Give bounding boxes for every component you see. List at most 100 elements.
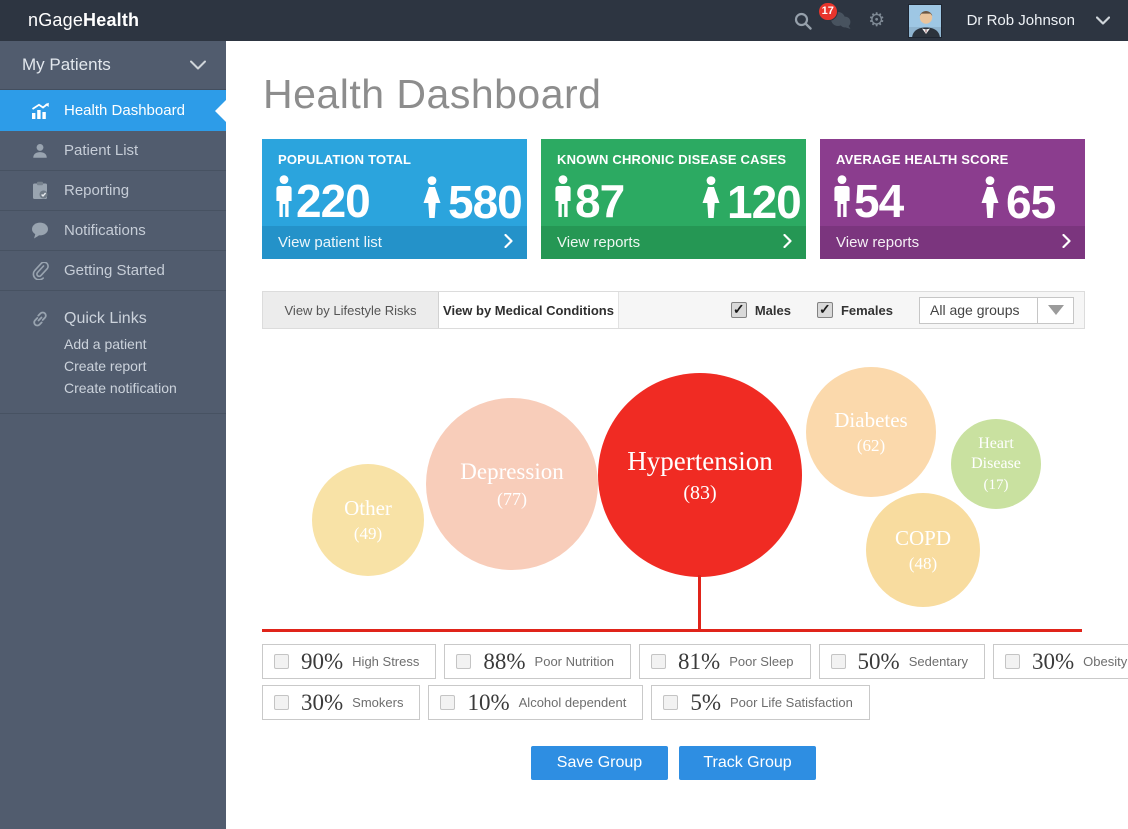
risk-checkbox[interactable] <box>651 654 667 669</box>
user-name[interactable]: Dr Rob Johnson <box>966 12 1075 29</box>
females-checkbox[interactable] <box>816 301 833 318</box>
save-group-button[interactable]: Save Group <box>531 746 668 780</box>
risk-percent: 30% <box>301 689 344 715</box>
sidebar-item-getting-started[interactable]: Getting Started <box>0 251 226 291</box>
sidebar: My Patients Health Dashboard Patient Lis… <box>0 41 226 829</box>
notifications-icon[interactable]: 17 <box>817 1 852 32</box>
dropdown-arrow-icon <box>1037 297 1073 323</box>
bubble-hypertension[interactable]: Hypertension (83) <box>598 373 802 577</box>
females-checkbox-group[interactable]: Females <box>816 301 893 318</box>
bubble-value: (62) <box>856 435 886 455</box>
risk-obesity[interactable]: 30% Obesity <box>992 644 1128 679</box>
view-patient-list-link[interactable]: View patient list <box>262 226 527 259</box>
person-icon <box>30 141 50 161</box>
risk-checkbox[interactable] <box>274 654 289 669</box>
selection-baseline <box>262 629 1082 632</box>
bubble-diabetes[interactable]: Diabetes (62) <box>806 367 936 497</box>
risk-high-stress[interactable]: 90% High Stress <box>262 644 437 679</box>
risk-label: Obesity <box>1083 654 1128 669</box>
card-link-label: View reports <box>836 234 920 251</box>
bubble-label: Diabetes <box>834 407 908 432</box>
sidebar-item-patient-list[interactable]: Patient List <box>0 131 226 171</box>
view-reports-link[interactable]: View reports <box>820 226 1085 259</box>
risk-checkbox[interactable] <box>663 695 679 710</box>
quick-link-create-report[interactable]: Create report <box>64 358 147 374</box>
sidebar-item-label: Patient List <box>64 142 139 159</box>
males-checkbox[interactable] <box>730 301 747 318</box>
risk-checkbox[interactable] <box>440 695 456 710</box>
chevron-down-icon[interactable] <box>1095 12 1111 30</box>
risk-checkbox[interactable] <box>456 654 472 669</box>
tab-lifestyle-risks[interactable]: View by Lifestyle Risks <box>263 292 439 328</box>
risk-poor-life-satisfaction[interactable]: 5% Poor Life Satisfaction <box>651 685 870 720</box>
risk-label: Sedentary <box>908 654 968 669</box>
risk-checkbox[interactable] <box>274 695 289 710</box>
chevron-right-icon <box>504 233 513 252</box>
quick-links-section: Quick Links Add a patient Create report … <box>0 291 226 414</box>
page-title: Health Dashboard <box>263 71 602 117</box>
risk-percent: 10% <box>467 689 510 715</box>
quick-links-title: Quick Links <box>64 310 147 327</box>
risk-smokers[interactable]: 30% Smokers <box>262 685 421 720</box>
quick-link-add-patient[interactable]: Add a patient <box>64 336 147 352</box>
bubble-other[interactable]: Other (49) <box>312 464 424 576</box>
bubble-value: (48) <box>908 553 938 573</box>
card-population-total: POPULATION TOTAL 220 580 View patient li… <box>262 139 527 259</box>
risk-alcohol-dependent[interactable]: 10% Alcohol dependent <box>428 685 644 720</box>
risk-label: High Stress <box>352 654 420 669</box>
sidebar-item-quick-links[interactable]: Quick Links <box>0 305 226 333</box>
card-link-label: View patient list <box>278 234 382 251</box>
risk-factors: 90% High Stress 88% Poor Nutrition 81% P… <box>262 644 1128 720</box>
top-bar: nGageHealth 17 ⚙ Dr Rob Johnson <box>0 0 1128 41</box>
sidebar-item-reporting[interactable]: Reporting <box>0 171 226 211</box>
age-group-selected-value: All age groups <box>930 302 1020 318</box>
age-group-dropdown[interactable]: All age groups <box>919 296 1074 324</box>
card-label: KNOWN CHRONIC DISEASE CASES <box>557 152 787 167</box>
notification-badge: 17 <box>817 1 838 21</box>
males-checkbox-group[interactable]: Males <box>730 301 791 318</box>
risk-label: Poor Nutrition <box>534 654 615 669</box>
sidebar-item-notifications[interactable]: Notifications <box>0 211 226 251</box>
brand-bold: Health <box>83 10 140 30</box>
risk-sedentary[interactable]: 50% Sedentary <box>818 644 985 679</box>
male-value: 220 <box>296 175 371 227</box>
risk-poor-nutrition[interactable]: 88% Poor Nutrition <box>444 644 632 679</box>
speech-bubble-icon <box>30 221 50 241</box>
link-icon <box>30 309 50 329</box>
risk-percent: 50% <box>857 648 900 674</box>
risk-poor-sleep[interactable]: 81% Poor Sleep <box>639 644 811 679</box>
risk-checkbox[interactable] <box>830 654 846 669</box>
chevron-right-icon <box>783 233 792 252</box>
bubble-value: (83) <box>683 481 717 504</box>
paperclip-icon <box>30 261 50 281</box>
male-icon <box>276 175 292 224</box>
risk-label: Poor Life Satisfaction <box>730 695 853 710</box>
bubble-copd[interactable]: COPD (48) <box>866 493 980 607</box>
app-logo[interactable]: nGageHealth <box>28 10 139 31</box>
sidebar-item-health-dashboard[interactable]: Health Dashboard <box>0 90 226 131</box>
female-icon <box>978 176 1002 225</box>
bubble-heart-disease[interactable]: Heart Disease (17) <box>951 419 1041 509</box>
female-value: 65 <box>1006 176 1056 228</box>
bar-chart-icon <box>30 101 50 121</box>
search-icon[interactable] <box>793 11 813 31</box>
male-value: 87 <box>575 175 625 227</box>
avatar[interactable] <box>907 3 942 38</box>
quick-link-create-notification[interactable]: Create notification <box>64 380 177 396</box>
tab-medical-conditions[interactable]: View by Medical Conditions <box>439 292 619 328</box>
sidebar-section-my-patients[interactable]: My Patients <box>0 41 226 90</box>
bubble-label: Hypertension <box>627 446 773 477</box>
gear-icon[interactable]: ⚙ <box>868 10 886 31</box>
bubble-label: Other <box>344 495 392 520</box>
card-chronic-disease: KNOWN CHRONIC DISEASE CASES 87 120 View … <box>541 139 806 259</box>
risk-label: Alcohol dependent <box>518 695 627 710</box>
bubble-depression[interactable]: Depression (77) <box>426 398 598 570</box>
track-group-button[interactable]: Track Group <box>679 746 816 780</box>
sidebar-item-label: Getting Started <box>64 262 165 279</box>
males-checkbox-label: Males <box>754 302 791 318</box>
report-icon <box>30 181 50 201</box>
risk-checkbox[interactable] <box>1004 654 1020 669</box>
male-value: 54 <box>854 175 904 227</box>
view-reports-link[interactable]: View reports <box>541 226 806 259</box>
risk-label: Poor Sleep <box>729 654 794 669</box>
